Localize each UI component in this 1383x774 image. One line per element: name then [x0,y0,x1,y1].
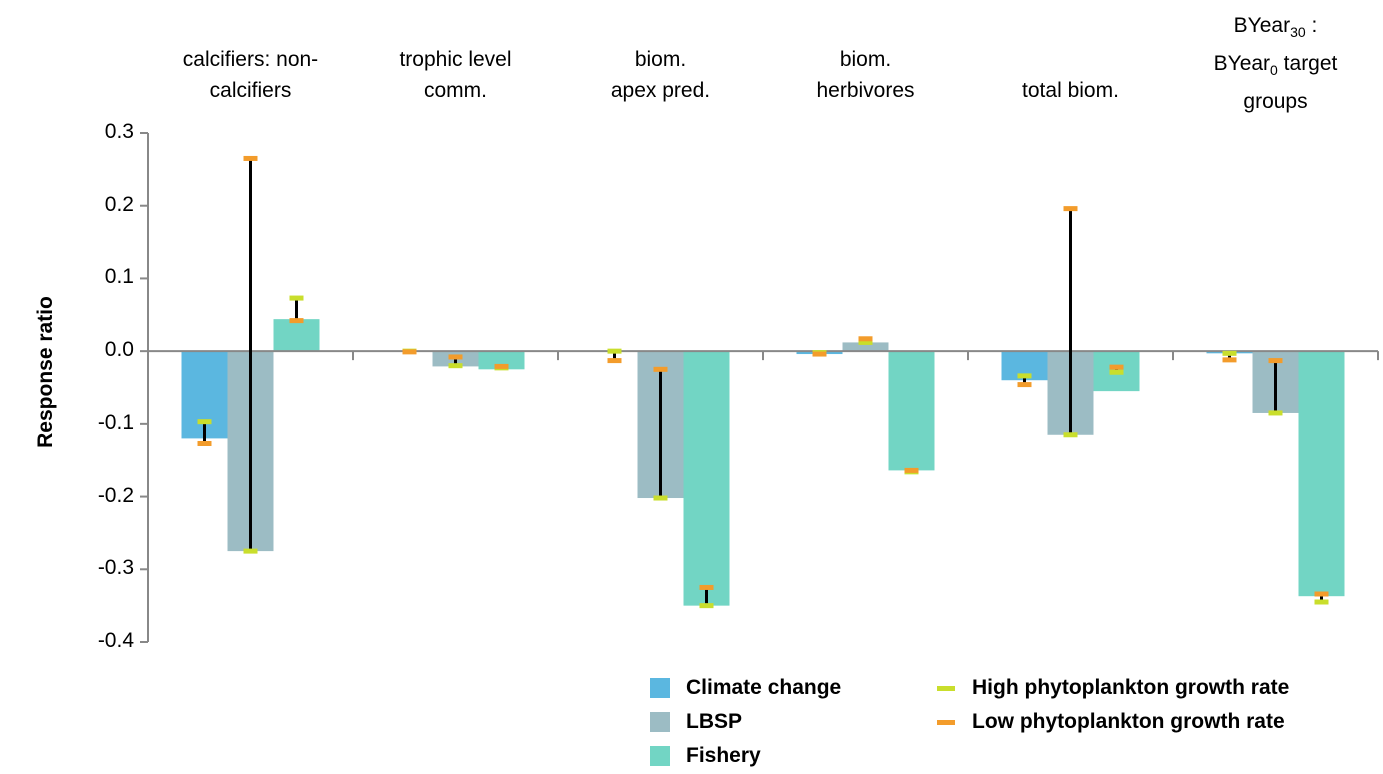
y-tick-label: -0.3 [97,556,134,580]
category-label: trophic level comm. [399,48,512,102]
category-label: biom. herbivores [816,48,915,102]
y-tick-label: 0.2 [104,192,134,216]
low-growth-marker [1222,357,1237,363]
low-growth-marker [699,584,714,590]
y-tick-label: -0.1 [97,410,134,434]
legend-item-climate-change: Climate change [650,676,841,700]
legend-swatch [650,712,670,732]
low-growth-marker [197,440,212,446]
high-growth-marker [448,363,463,369]
y-tick-label: 0.0 [104,338,134,362]
high-growth-marker [1063,432,1078,438]
legend-item-lbsp: LBSP [650,710,742,734]
legend: Climate change LBSP Fishery High phytopl… [650,676,1380,774]
low-growth-marker [402,349,417,355]
low-growth-marker [858,336,873,342]
legend-item-fishery: Fishery [650,744,761,768]
low-growth-marker [812,351,827,357]
high-growth-marker [1314,599,1329,605]
category-label: BYear30 : BYear0 target groups [1213,14,1338,114]
high-growth-marker [858,339,873,345]
high-growth-marker [243,548,258,554]
bar-lbsp [842,342,889,352]
high-growth-marker [1268,410,1283,416]
high-growth-marker [289,295,304,301]
legend-label: LBSP [686,710,743,733]
bar-fishery [1298,351,1345,597]
legend-marker [937,719,955,725]
legend-swatch [650,746,670,766]
legend-label: Climate change [686,676,842,699]
high-growth-marker [699,603,714,609]
legend-marker [937,685,955,691]
high-growth-marker [607,348,622,354]
high-growth-marker [653,495,668,501]
category-label: biom. apex pred. [610,48,711,102]
low-growth-marker [1063,206,1078,212]
high-growth-marker [1109,369,1124,375]
low-growth-marker [607,358,622,364]
category-label: total biom. [1022,79,1119,102]
low-growth-marker [289,318,304,324]
legend-label: Fishery [686,744,761,767]
y-tick-label: -0.4 [97,629,134,652]
legend-item-low-growth: Low phytoplankton growth rate [936,710,1285,734]
y-tick-label: 0.1 [104,265,134,289]
low-growth-marker [1314,591,1329,597]
legend-swatch [650,678,670,698]
high-growth-marker [1017,373,1032,379]
legend-label: High phytoplankton growth rate [972,676,1290,699]
high-growth-marker [197,419,212,425]
legend-label: Low phytoplankton growth rate [972,710,1285,733]
low-growth-marker [243,155,258,161]
category-label: calcifiers: non- calcifiers [182,48,319,102]
bar-fishery [478,351,525,370]
bar-fishery [273,319,320,352]
low-growth-marker [1268,358,1283,364]
low-growth-marker [653,366,668,372]
y-tick-label: 0.3 [104,120,134,143]
bar-fishery [888,351,935,471]
low-growth-marker [1109,364,1124,370]
y-tick-label: -0.2 [97,483,134,507]
low-growth-marker [904,467,919,473]
low-growth-marker [494,363,509,369]
low-growth-marker [448,354,463,360]
low-growth-marker [1017,382,1032,388]
high-growth-marker [1222,350,1237,356]
y-axis-label: Response ratio [34,296,57,448]
bar-fishery [683,351,730,606]
legend-item-high-growth: High phytoplankton growth rate [936,676,1289,700]
